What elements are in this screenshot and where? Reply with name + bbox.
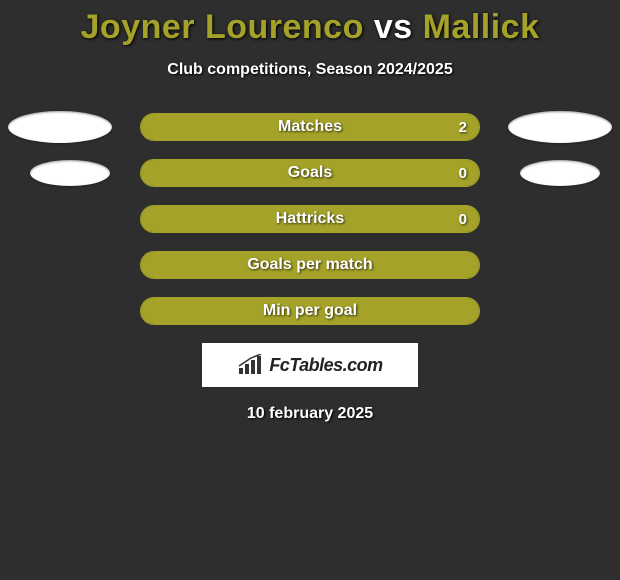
stat-bar: Goals0 xyxy=(140,159,480,187)
stat-bar: Hattricks0 xyxy=(140,205,480,233)
left-ellipse xyxy=(8,111,112,143)
right-ellipse xyxy=(520,160,600,186)
page-title: Joyner Lourenco vs Mallick xyxy=(0,0,620,47)
stat-bar: Goals per match xyxy=(140,251,480,279)
stat-row: Matches2 xyxy=(0,113,620,141)
stat-row: Min per goal xyxy=(0,297,620,325)
page: Joyner Lourenco vs Mallick Club competit… xyxy=(0,0,620,580)
player1-name: Joyner Lourenco xyxy=(81,8,364,46)
chart-icon xyxy=(237,354,265,376)
stat-bar-fill xyxy=(141,160,479,186)
stat-bar-fill xyxy=(141,114,479,140)
stat-row: Hattricks0 xyxy=(0,205,620,233)
stat-bar: Min per goal xyxy=(140,297,480,325)
stat-bar-fill xyxy=(141,298,479,324)
stat-row: Goals0 xyxy=(0,159,620,187)
left-ellipse xyxy=(30,160,110,186)
stat-bar: Matches2 xyxy=(140,113,480,141)
stat-bar-fill xyxy=(141,252,479,278)
subtitle: Club competitions, Season 2024/2025 xyxy=(0,61,620,79)
stats-chart: Matches2 Goals0 Hattricks0 Goals per match M… xyxy=(0,113,620,325)
logo-text: FcTables.com xyxy=(269,355,382,376)
stat-bar-fill xyxy=(141,206,479,232)
right-ellipse xyxy=(508,111,612,143)
vs-text: vs xyxy=(374,8,413,46)
stat-row: Goals per match xyxy=(0,251,620,279)
footer-logo: FcTables.com xyxy=(202,343,418,387)
date-text: 10 february 2025 xyxy=(0,405,620,423)
player2-name: Mallick xyxy=(423,8,540,46)
